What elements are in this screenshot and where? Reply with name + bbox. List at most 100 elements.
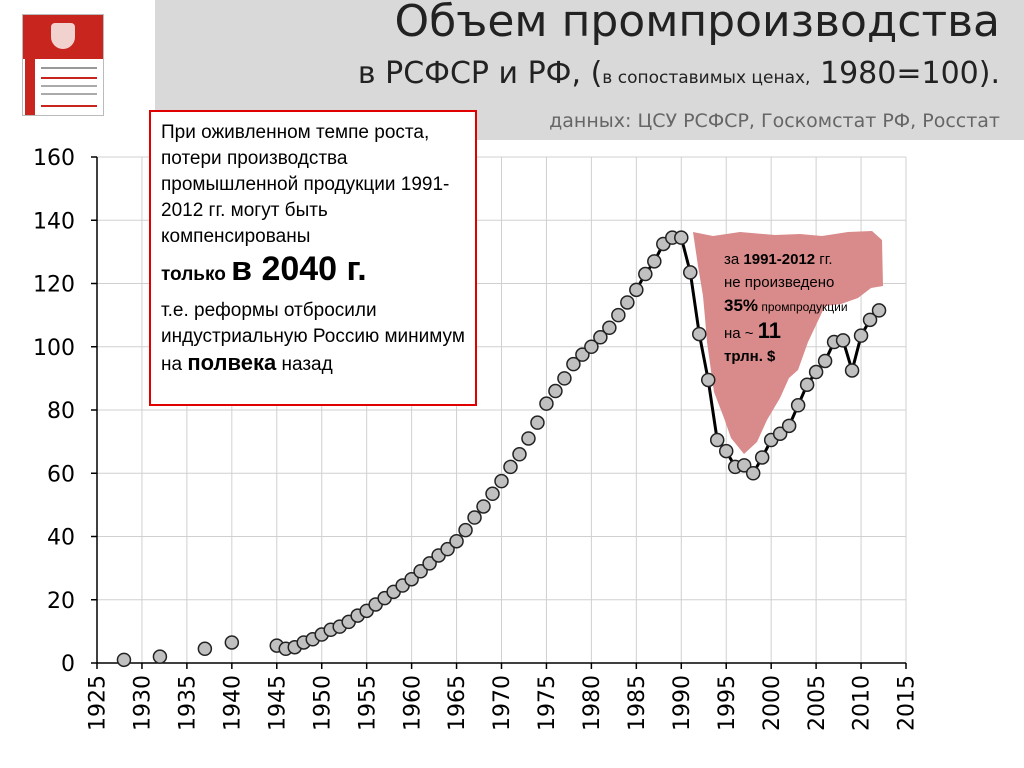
data-point — [817, 353, 833, 369]
data-point — [772, 426, 788, 441]
data-point — [476, 499, 491, 514]
x-tick-label: 1985 — [625, 675, 650, 731]
loss-l1b: 1991-2012 — [743, 251, 816, 268]
x-tick-label: 1940 — [221, 675, 246, 731]
x-tick-label: 1965 — [445, 675, 470, 731]
y-tick-label: 40 — [47, 526, 75, 551]
x-tick-label: 1960 — [400, 675, 425, 731]
x-tick-label: 1950 — [310, 675, 335, 731]
loss-line-3: 35% промпродукции — [724, 294, 874, 319]
chart-subtitle: в РСФСР и РФ, (в сопоставимых ценах, 198… — [358, 56, 1000, 91]
data-point — [548, 383, 563, 399]
data-point — [862, 312, 878, 328]
x-tick-label: 1935 — [176, 675, 201, 731]
data-point — [440, 541, 455, 557]
data-point — [745, 466, 761, 481]
x-tick-label: 2005 — [805, 675, 830, 731]
data-point — [467, 510, 482, 525]
chart-axes — [91, 156, 907, 669]
subtitle-part1: в РСФСР и РФ, ( — [357, 56, 603, 91]
data-point — [575, 347, 590, 362]
loss-annotation: за 1991-2012 гг. не произведено 35% пром… — [724, 248, 874, 368]
data-point — [853, 328, 869, 343]
loss-l1c: гг. — [815, 251, 833, 268]
data-point — [539, 396, 554, 411]
data-point — [593, 330, 608, 345]
data-point — [584, 339, 599, 354]
x-tick-label: 1955 — [355, 675, 380, 731]
data-point — [709, 432, 725, 448]
data-points — [116, 230, 887, 668]
subtitle-small: в сопоставимых ценах, — [602, 68, 811, 88]
book-cover-image — [22, 14, 104, 116]
data-point — [683, 265, 698, 280]
data-point — [611, 307, 626, 323]
book-text-lines — [41, 67, 97, 69]
x-tick-label: 1970 — [490, 675, 515, 731]
x-tick-label: 1975 — [535, 675, 560, 731]
x-tick-labels: 1925 1930 1935 1940 1945 1950 1955 1960 1965 1970… — [86, 675, 920, 731]
data-point — [692, 326, 707, 342]
callout-year: в 2040 г. — [231, 250, 367, 288]
data-point — [808, 364, 824, 380]
callout-p3-part2: назад — [276, 354, 333, 375]
x-tick-label: 2015 — [895, 675, 920, 731]
y-tick-label: 60 — [47, 462, 75, 487]
subtitle-part2: 1980=100). — [810, 56, 1000, 91]
data-point — [566, 356, 581, 372]
loss-l3a: 35% — [724, 296, 759, 315]
loss-l1a: за — [724, 251, 744, 268]
callout-paragraph-3: т.е. реформы отбросили индустриальную Ро… — [161, 298, 467, 378]
callout-only-label: только — [161, 264, 232, 285]
data-point — [602, 320, 617, 336]
x-tick-label: 1995 — [715, 675, 740, 731]
loss-line-5: трлн. $ — [724, 348, 776, 365]
data-point — [422, 556, 437, 571]
y-tick-label: 0 — [61, 652, 75, 677]
book-spine — [25, 59, 35, 115]
y-tick-label: 20 — [47, 589, 75, 614]
data-point — [638, 266, 653, 282]
data-point — [781, 418, 797, 434]
data-point — [754, 450, 770, 465]
loss-l4b: 11 — [757, 318, 781, 343]
callout-p3-bold: полвека — [187, 350, 277, 375]
compensation-callout: При оживленном темпе роста, потери произ… — [149, 110, 477, 406]
loss-l3b: промпродукции — [758, 300, 848, 314]
x-tick-label: 2000 — [760, 675, 785, 731]
x-tick-label: 2010 — [850, 675, 875, 731]
chart-title: Объем промпроизводства — [394, 0, 1000, 47]
data-point — [494, 473, 509, 489]
emblem-icon — [51, 23, 75, 49]
y-tick-label: 120 — [33, 273, 75, 298]
data-point — [799, 377, 815, 392]
data-point — [718, 443, 734, 459]
loss-line-4: на ~ 11 — [724, 319, 874, 345]
data-point — [224, 635, 240, 650]
x-tick-label: 1980 — [580, 675, 605, 731]
data-point — [700, 372, 716, 388]
x-tick-label: 1945 — [265, 675, 290, 731]
y-tick-label: 160 — [33, 146, 75, 171]
loss-line-2: не произведено — [724, 274, 835, 291]
data-point — [835, 333, 851, 348]
data-point — [557, 371, 572, 386]
data-point — [790, 398, 806, 413]
y-tick-labels: 0 20 40 60 80 100 120 140 160 — [33, 146, 75, 677]
data-point — [674, 230, 689, 245]
data-point — [871, 303, 887, 318]
data-point — [485, 486, 500, 502]
x-tick-label: 1990 — [670, 675, 695, 731]
data-point — [844, 363, 860, 378]
x-tick-label: 1930 — [131, 675, 156, 731]
production-loss-area — [693, 231, 883, 454]
y-tick-label: 140 — [33, 209, 75, 234]
data-point — [197, 641, 213, 657]
data-point — [458, 522, 473, 538]
y-tick-label: 80 — [47, 399, 75, 424]
callout-paragraph-2: только в 2040 г. — [161, 252, 467, 288]
data-point — [512, 447, 527, 462]
data-point — [152, 649, 168, 664]
data-point — [449, 533, 464, 549]
